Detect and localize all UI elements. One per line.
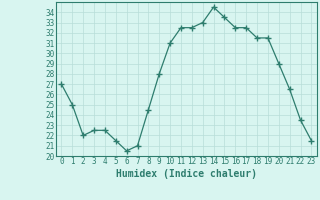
X-axis label: Humidex (Indice chaleur): Humidex (Indice chaleur): [116, 169, 257, 179]
